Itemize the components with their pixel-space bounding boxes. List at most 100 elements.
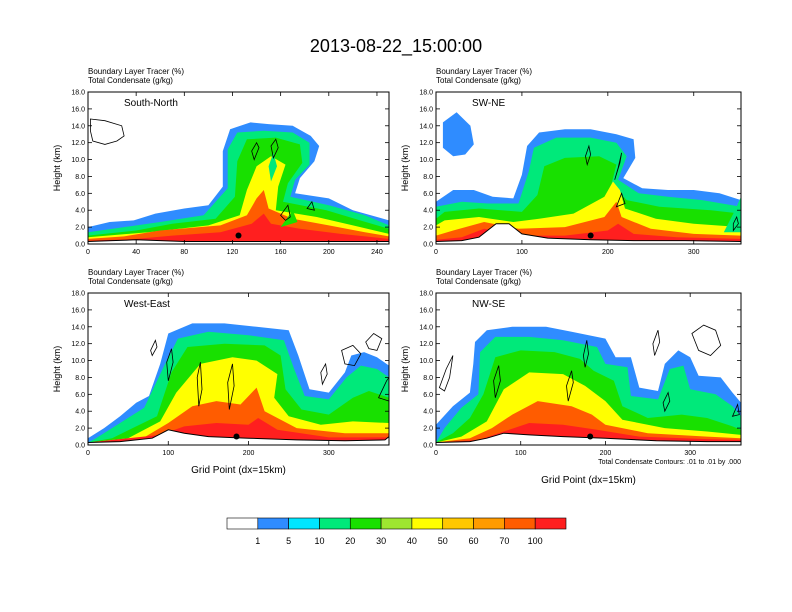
x-tick-label: 80 (180, 249, 188, 256)
tracer-region-level-1 (442, 112, 474, 157)
x-tick-label: 120 (227, 249, 239, 256)
condensate-contour (365, 332, 383, 351)
colorbar-label: 1 (255, 536, 260, 546)
x-tick-label: 0 (434, 249, 438, 256)
field-label: Total Condensate (g/kg) (436, 76, 521, 85)
x-tick-label: 200 (600, 450, 612, 457)
plot-area (88, 92, 389, 244)
panel-4: Boundary Layer Tracer (%)Total Condensat… (400, 268, 742, 486)
plot-area (88, 293, 389, 445)
tracer-region-level-9 (88, 190, 389, 242)
y-tick-label: 12.0 (419, 341, 433, 348)
field-label: Total Condensate (g/kg) (88, 277, 173, 286)
condensate-contour (585, 144, 592, 167)
y-tick-label: 4.0 (75, 208, 85, 215)
colorbar-swatch (380, 517, 413, 530)
condensate-contour (691, 324, 722, 356)
panel-1: Boundary Layer Tracer (%)Total Condensat… (52, 67, 390, 256)
x-tick-label: 300 (688, 249, 700, 256)
condensate-contour (251, 141, 260, 161)
y-tick-label: 18.0 (71, 291, 85, 298)
colorbar-swatch (257, 517, 289, 530)
location-marker (235, 232, 242, 239)
colorbar-swatch (411, 517, 444, 530)
y-tick-label: 14.0 (419, 123, 433, 130)
panel-frame (435, 292, 742, 446)
y-tick-label: 16.0 (71, 106, 85, 113)
colorbar-swatch (226, 517, 259, 530)
x-tick-label: 0 (86, 450, 90, 457)
plot-area (436, 92, 741, 244)
x-tick-label: 160 (275, 249, 287, 256)
tracer-region-level-9 (88, 387, 389, 443)
condensate-contour (493, 365, 501, 398)
contour-note: Total Condensate Contours: .01 to .01 by… (598, 459, 741, 466)
condensate-contour (582, 340, 589, 368)
x-tick-label: 100 (162, 450, 174, 457)
condensate-contour (341, 344, 362, 367)
panel-frame (87, 91, 390, 245)
y-tick-label: 6.0 (423, 392, 433, 399)
plot-area (436, 293, 741, 445)
y-tick-label: 4.0 (75, 409, 85, 416)
colorbar-label: 5 (286, 536, 291, 546)
panel-frame (87, 292, 390, 446)
condensate-contour (438, 355, 454, 392)
x-tick-label: 300 (684, 450, 696, 457)
y-tick-label: 8.0 (75, 174, 85, 181)
y-axis-label: Height (km) (400, 145, 410, 192)
condensate-contour (652, 330, 661, 356)
panels: Boundary Layer Tracer (%)Total Condensat… (52, 67, 742, 486)
colorbar-label: 100 (528, 536, 543, 546)
panel-2: Boundary Layer Tracer (%)Total Condensat… (400, 67, 742, 256)
tracer-region-level-3 (723, 196, 741, 233)
y-tick-label: 12.0 (71, 140, 85, 147)
condensate-contour (320, 362, 328, 386)
y-tick-label: 16.0 (71, 307, 85, 314)
y-tick-label: 14.0 (71, 123, 85, 130)
y-tick-label: 6.0 (423, 191, 433, 198)
y-tick-label: 10.0 (419, 358, 433, 365)
y-tick-label: 2.0 (423, 225, 433, 232)
y-tick-label: 4.0 (423, 409, 433, 416)
colorbar-label: 40 (407, 536, 417, 546)
x-tick-label: 300 (323, 450, 335, 457)
colorbar-label: 20 (345, 536, 355, 546)
condensate-contour (270, 138, 279, 160)
y-tick-label: 0.0 (75, 443, 85, 450)
location-marker (587, 433, 594, 440)
x-tick-label: 0 (86, 249, 90, 256)
y-axis-label: Height (km) (400, 346, 410, 393)
y-tick-label: 16.0 (419, 106, 433, 113)
y-tick-label: 0.0 (423, 242, 433, 249)
condensate-contour (166, 348, 174, 381)
field-label: Boundary Layer Tracer (%) (88, 67, 184, 76)
x-axis-label: Grid Point (dx=15km) (541, 475, 636, 486)
field-label: Total Condensate (g/kg) (88, 76, 173, 85)
y-tick-label: 6.0 (75, 191, 85, 198)
y-tick-label: 18.0 (419, 90, 433, 97)
y-tick-label: 2.0 (423, 426, 433, 433)
panel-frame (435, 91, 742, 245)
colorbar-label: 30 (376, 536, 386, 546)
y-tick-label: 0.0 (423, 443, 433, 450)
tracer-region-level-4 (280, 210, 298, 228)
colorbar-label: 70 (499, 536, 509, 546)
condensate-contour (732, 215, 739, 232)
colorbar-swatch (349, 517, 382, 530)
terrain-line (436, 432, 741, 443)
condensate-contour (731, 403, 740, 417)
colorbar-swatch (473, 517, 505, 530)
tracer-region-level-10 (88, 213, 389, 242)
x-tick-label: 40 (132, 249, 140, 256)
colorbar: 1 5 10 20 30 40 50 60 70 100 (226, 517, 567, 546)
condensate-contour (662, 391, 671, 413)
y-tick-label: 18.0 (71, 90, 85, 97)
condensate-contour (280, 204, 291, 221)
y-tick-label: 8.0 (423, 174, 433, 181)
colorbar-swatch (534, 517, 567, 530)
x-tick-label: 200 (323, 249, 335, 256)
field-label: Boundary Layer Tracer (%) (88, 268, 184, 277)
location-marker (233, 433, 240, 440)
